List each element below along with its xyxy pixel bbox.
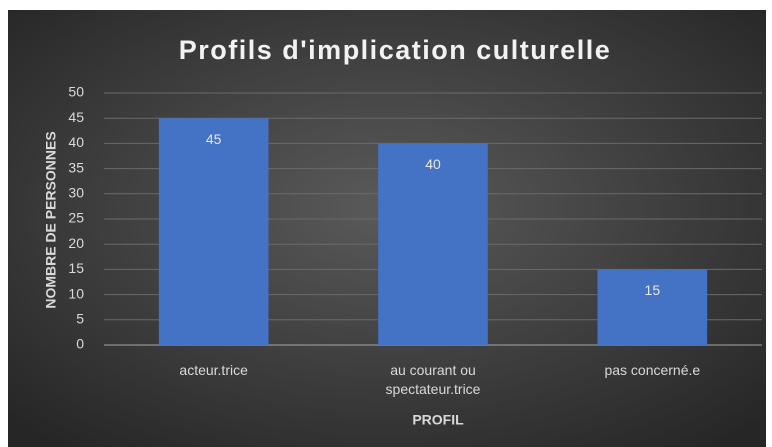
x-tick-label: acteur.trice xyxy=(179,362,248,378)
bar xyxy=(378,143,488,345)
y-tick-label: 15 xyxy=(68,260,84,276)
y-tick-label: 35 xyxy=(68,159,84,175)
y-axis-label: NOMBRE DE PERSONNES xyxy=(43,131,59,308)
y-tick-label: 30 xyxy=(68,185,84,201)
bar xyxy=(597,269,708,345)
bar xyxy=(158,118,269,345)
y-tick-label: 10 xyxy=(68,285,84,301)
y-tick-label: 40 xyxy=(68,134,84,150)
x-tick-label: pas concerné.e xyxy=(604,362,701,378)
chart-title: Profils d'implication culturelle xyxy=(179,35,612,65)
y-tick-label: 5 xyxy=(76,311,84,327)
x-axis-label: PROFIL xyxy=(412,412,464,428)
y-tick-label: 20 xyxy=(68,235,84,251)
y-tick-label: 45 xyxy=(68,109,84,125)
data-label: 15 xyxy=(645,282,661,298)
x-tick-label: au courant ou spectateur.trice xyxy=(385,362,481,397)
y-tick-label: 50 xyxy=(68,84,84,100)
y-tick-label: 0 xyxy=(76,336,84,352)
data-label: 45 xyxy=(206,131,222,147)
y-tick-label: 25 xyxy=(68,210,84,226)
data-label: 40 xyxy=(425,156,441,172)
